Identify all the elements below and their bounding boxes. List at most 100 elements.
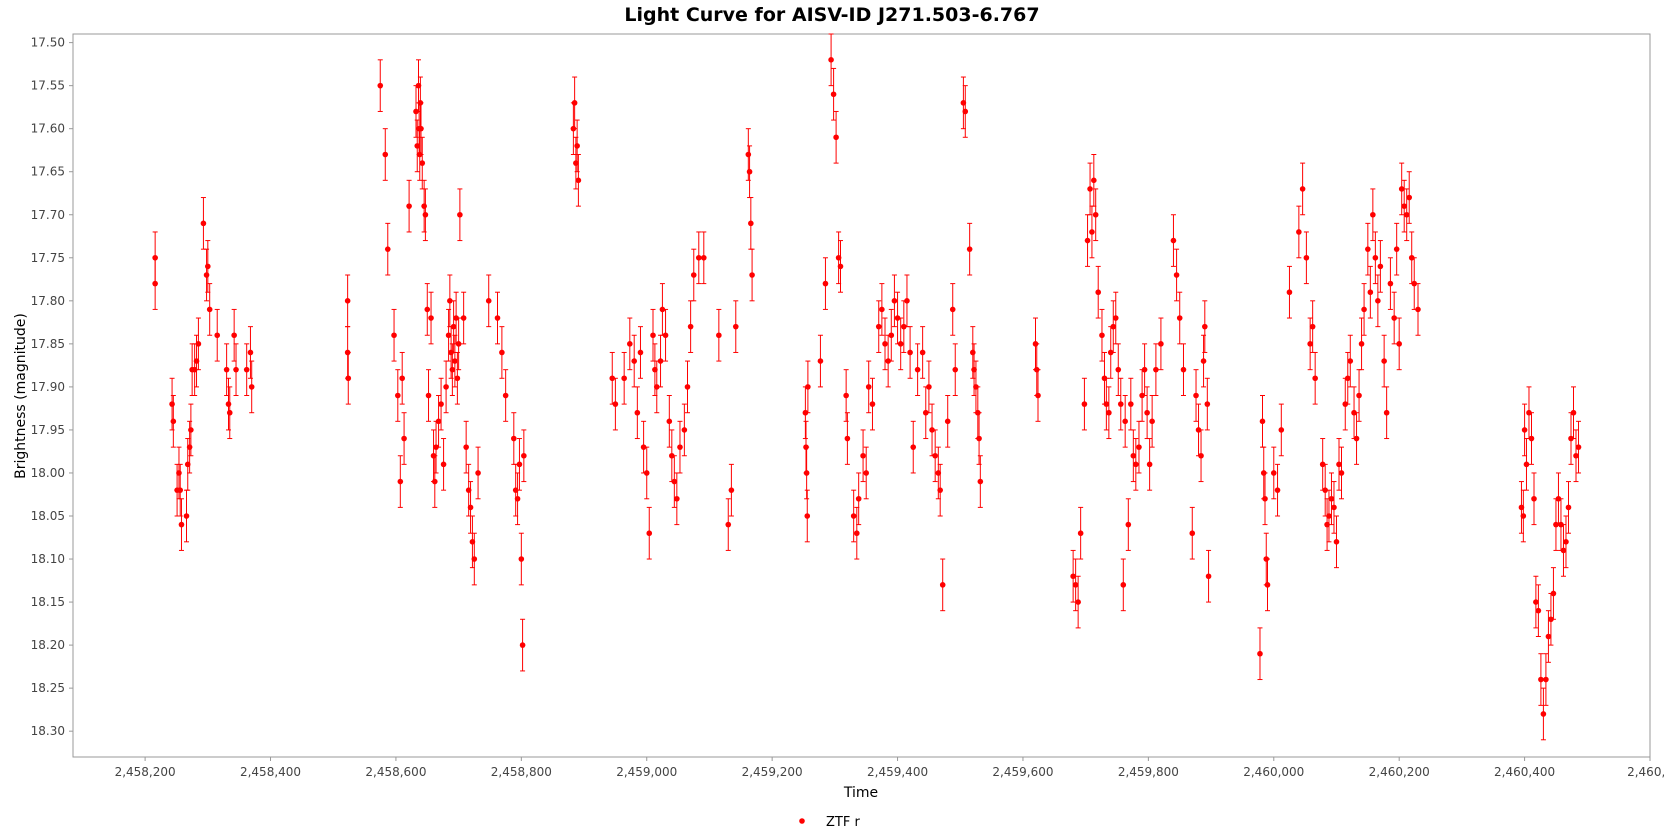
data-point: [1523, 438, 1530, 491]
x-tick-label: 2,458,800: [491, 765, 552, 779]
data-point: [1133, 438, 1139, 491]
data-point: [170, 395, 177, 448]
data-marker: [170, 418, 177, 425]
data-point: [1538, 653, 1544, 706]
data-point: [919, 326, 926, 379]
data-point: [1528, 412, 1535, 465]
data-marker: [1358, 341, 1365, 347]
data-point: [499, 326, 505, 379]
data-marker: [344, 298, 351, 304]
data-point: [855, 472, 862, 526]
data-marker: [1333, 539, 1340, 545]
data-point: [200, 197, 207, 250]
data-point: [1198, 429, 1204, 483]
data-marker: [669, 452, 675, 459]
data-marker: [454, 375, 461, 382]
data-marker: [1563, 539, 1569, 545]
data-marker: [631, 358, 637, 364]
data-marker: [1545, 633, 1552, 640]
data-point: [1333, 515, 1340, 569]
data-marker: [1158, 341, 1164, 347]
data-marker: [1548, 616, 1554, 623]
data-marker: [573, 160, 579, 166]
data-point: [1158, 317, 1164, 371]
data-point: [1106, 386, 1112, 440]
data-marker: [657, 358, 664, 364]
data-point: [1170, 214, 1177, 267]
x-tick-label: 2,460,200: [1369, 765, 1430, 779]
data-point: [922, 386, 929, 440]
data-marker: [178, 521, 185, 528]
data-point: [875, 300, 882, 353]
data-marker: [822, 280, 829, 287]
data-marker: [485, 298, 492, 304]
data-marker: [571, 100, 578, 106]
x-tick-label: 2,460,400: [1494, 765, 1555, 779]
data-point: [248, 360, 255, 414]
data-point: [1553, 498, 1559, 551]
data-point: [1401, 179, 1408, 233]
data-point: [1136, 420, 1142, 474]
y-tick-label: 17.55: [31, 79, 65, 93]
data-marker: [1103, 401, 1110, 407]
data-point: [1411, 257, 1418, 310]
data-marker: [460, 315, 467, 321]
legend-marker: [799, 818, 805, 824]
data-marker: [1531, 495, 1537, 502]
data-marker: [728, 487, 735, 493]
data-marker: [1319, 461, 1326, 468]
data-marker: [860, 452, 866, 459]
data-point: [460, 291, 467, 345]
data-marker: [674, 495, 680, 502]
data-point: [944, 395, 951, 448]
data-marker: [502, 392, 509, 399]
data-point: [932, 429, 938, 483]
data-marker: [1393, 246, 1400, 252]
y-tick-label: 18.15: [31, 595, 65, 609]
data-point: [1270, 446, 1277, 500]
data-point: [1122, 395, 1128, 448]
data-marker: [1367, 289, 1374, 296]
data-marker: [1146, 461, 1153, 468]
data-marker: [1130, 452, 1137, 459]
data-marker: [1303, 254, 1310, 261]
data-point: [882, 317, 888, 371]
data-point: [424, 283, 431, 336]
data-marker: [1372, 254, 1379, 261]
data-marker: [745, 151, 752, 158]
data-point: [1361, 283, 1367, 336]
data-marker: [949, 306, 956, 313]
data-marker: [937, 487, 943, 493]
data-marker: [1122, 418, 1128, 425]
data-point: [1202, 300, 1208, 353]
data-marker: [1331, 504, 1337, 511]
data-marker: [1344, 375, 1351, 382]
data-point: [243, 343, 250, 396]
data-marker: [152, 280, 158, 287]
data-point: [494, 291, 501, 345]
data-point: [226, 386, 233, 440]
data-point: [188, 403, 194, 457]
data-point: [1393, 222, 1400, 276]
data-marker: [1353, 435, 1360, 442]
data-marker: [203, 272, 210, 278]
data-marker: [435, 418, 442, 425]
data-marker: [1084, 237, 1091, 244]
data-point: [643, 446, 650, 500]
data-marker: [627, 341, 633, 347]
data-marker: [401, 435, 407, 442]
data-marker: [214, 332, 221, 339]
data-point: [1565, 481, 1572, 534]
data-point: [725, 498, 732, 551]
data-marker: [910, 444, 917, 450]
data-point: [891, 274, 898, 328]
data-point: [1342, 377, 1349, 431]
data-marker: [634, 409, 641, 416]
data-point: [1141, 343, 1148, 396]
y-tick-label: 18.30: [31, 724, 65, 738]
data-point: [1387, 257, 1394, 310]
data-point: [1396, 317, 1402, 371]
data-point: [653, 360, 660, 414]
data-point: [1180, 343, 1187, 396]
